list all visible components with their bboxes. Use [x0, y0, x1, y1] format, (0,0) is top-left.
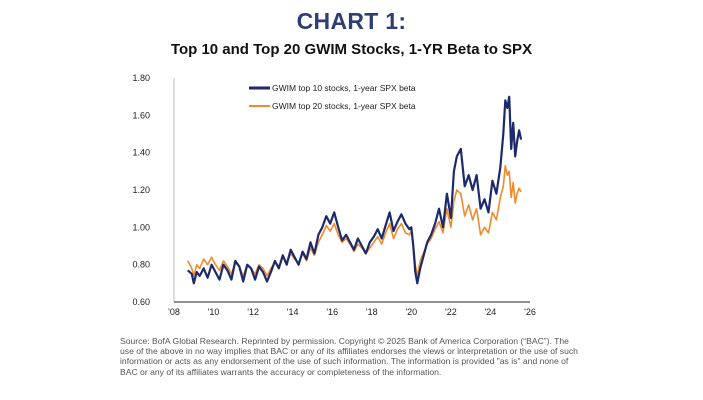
x-tick-label: '18	[366, 307, 378, 317]
x-tick-label: '22	[445, 307, 457, 317]
y-tick-label: 0.60	[132, 297, 150, 307]
y-tick-label: 1.20	[132, 185, 150, 195]
x-tick-label: '16	[326, 307, 338, 317]
legend: GWIM top 10 stocks, 1-year SPX beta GWIM…	[249, 83, 416, 111]
x-tick-label: '12	[247, 307, 259, 317]
chart-label: CHART 1:	[296, 8, 407, 34]
x-tick-label: '14	[287, 307, 299, 317]
y-tick-label: 1.00	[132, 222, 150, 232]
x-tick-label: '08	[168, 307, 180, 317]
series-line-top10	[187, 95, 523, 285]
legend-label-top20: GWIM top 20 stocks, 1-year SPX beta	[272, 101, 416, 111]
x-tick-label: '20	[405, 307, 417, 317]
source-note: Source: BofA Global Research. Reprinted …	[120, 336, 578, 377]
y-tick-label: 1.40	[132, 148, 150, 158]
x-tick-label: '10	[208, 307, 220, 317]
x-tick-labels: '08 '10 '12 '14 '16 '18 '20 '22 '24 '26	[168, 307, 536, 317]
beta-line-chart: 0.60 0.80 1.00 1.20 1.40 1.60 1.80 '08 '10 '12 '1…	[132, 73, 536, 317]
series-layer	[187, 95, 523, 285]
x-tick-label: '24	[485, 307, 497, 317]
y-tick-label: 0.80	[132, 260, 150, 270]
y-tick-label: 1.60	[132, 110, 150, 120]
y-tick-labels: 0.60 0.80 1.00 1.20 1.40 1.60 1.80	[132, 73, 150, 307]
chart-title: Top 10 and Top 20 GWIM Stocks, 1-YR Beta…	[170, 41, 533, 58]
legend-label-top10: GWIM top 10 stocks, 1-year SPX beta	[272, 83, 416, 93]
x-tick-label: '26	[524, 307, 536, 317]
y-tick-label: 1.80	[132, 73, 150, 83]
